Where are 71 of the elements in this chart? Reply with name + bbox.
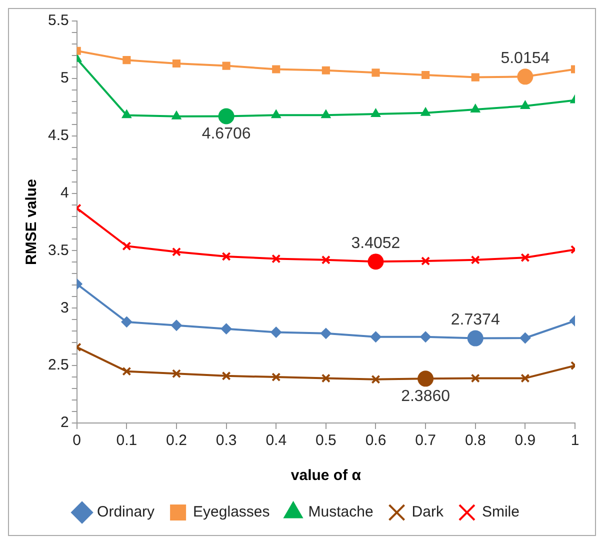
x-tick-label: 0.9	[514, 432, 536, 450]
x-tick-label: 0.8	[464, 432, 486, 450]
x-tick-label: 0.5	[315, 432, 336, 450]
point	[121, 316, 132, 328]
point	[370, 108, 381, 118]
point	[520, 374, 530, 383]
x-tick-label: 0.2	[166, 432, 187, 450]
point	[370, 331, 382, 342]
y-tick-label: 2	[60, 414, 69, 432]
y-axis-title: RMSE value	[23, 179, 40, 265]
point	[420, 107, 430, 116]
point	[172, 110, 182, 120]
point	[470, 104, 480, 112]
point	[420, 331, 432, 342]
point	[321, 374, 330, 383]
y-tick-label: 3.5	[48, 242, 69, 259]
legend-label: Mustache	[308, 504, 374, 521]
y-tick-label: 5	[60, 70, 69, 87]
annotation: 2.3860	[401, 388, 450, 406]
point	[520, 253, 530, 262]
legend-label: Ordinary	[97, 504, 156, 521]
point	[172, 247, 182, 256]
y-tick-label: 4	[60, 184, 69, 202]
x-tick-label: 0.6	[365, 432, 386, 450]
point	[421, 256, 430, 266]
annotation: 5.0154	[500, 50, 550, 68]
legend-label: Eyeglasses	[193, 504, 270, 521]
point	[222, 252, 231, 261]
annotation: 4.6706	[202, 126, 251, 143]
point	[321, 255, 330, 264]
x-tick-label: 0.7	[415, 432, 436, 450]
point	[320, 328, 332, 339]
point	[371, 374, 380, 384]
point	[122, 110, 132, 118]
point	[520, 332, 531, 344]
point	[270, 326, 282, 338]
y-tick-label: 4.5	[48, 127, 69, 144]
point	[170, 320, 182, 331]
point	[271, 110, 281, 118]
point	[272, 65, 280, 74]
point	[122, 366, 132, 376]
point	[471, 73, 480, 82]
y-tick-label: 5.5	[48, 12, 69, 30]
x-tick-label: 0.3	[216, 432, 237, 450]
point	[222, 371, 231, 380]
x-tick-label: 0	[72, 432, 82, 450]
point	[321, 110, 331, 118]
point	[172, 369, 182, 378]
point	[272, 372, 281, 382]
point	[122, 56, 131, 64]
point	[122, 242, 132, 251]
y-tick-label: 3	[60, 299, 69, 316]
x-tick-label: 0.1	[116, 432, 138, 450]
point	[172, 59, 181, 68]
point	[520, 100, 530, 109]
point	[470, 374, 480, 383]
x-axis-title: value of α	[290, 467, 362, 484]
y-tick-label: 2.5	[48, 356, 69, 374]
point	[222, 62, 230, 70]
annotation: 2.7374	[450, 312, 500, 329]
point	[470, 255, 480, 264]
point	[272, 254, 281, 264]
x-tick-label: 1	[570, 432, 580, 450]
point	[372, 68, 380, 77]
point	[422, 70, 430, 80]
annotation: 3.4052	[351, 235, 400, 252]
point	[322, 66, 330, 74]
x-tick-label: 0.4	[266, 432, 287, 450]
point	[220, 323, 232, 334]
legend-label: Dark	[412, 504, 444, 521]
legend-label: Smile	[482, 504, 520, 521]
